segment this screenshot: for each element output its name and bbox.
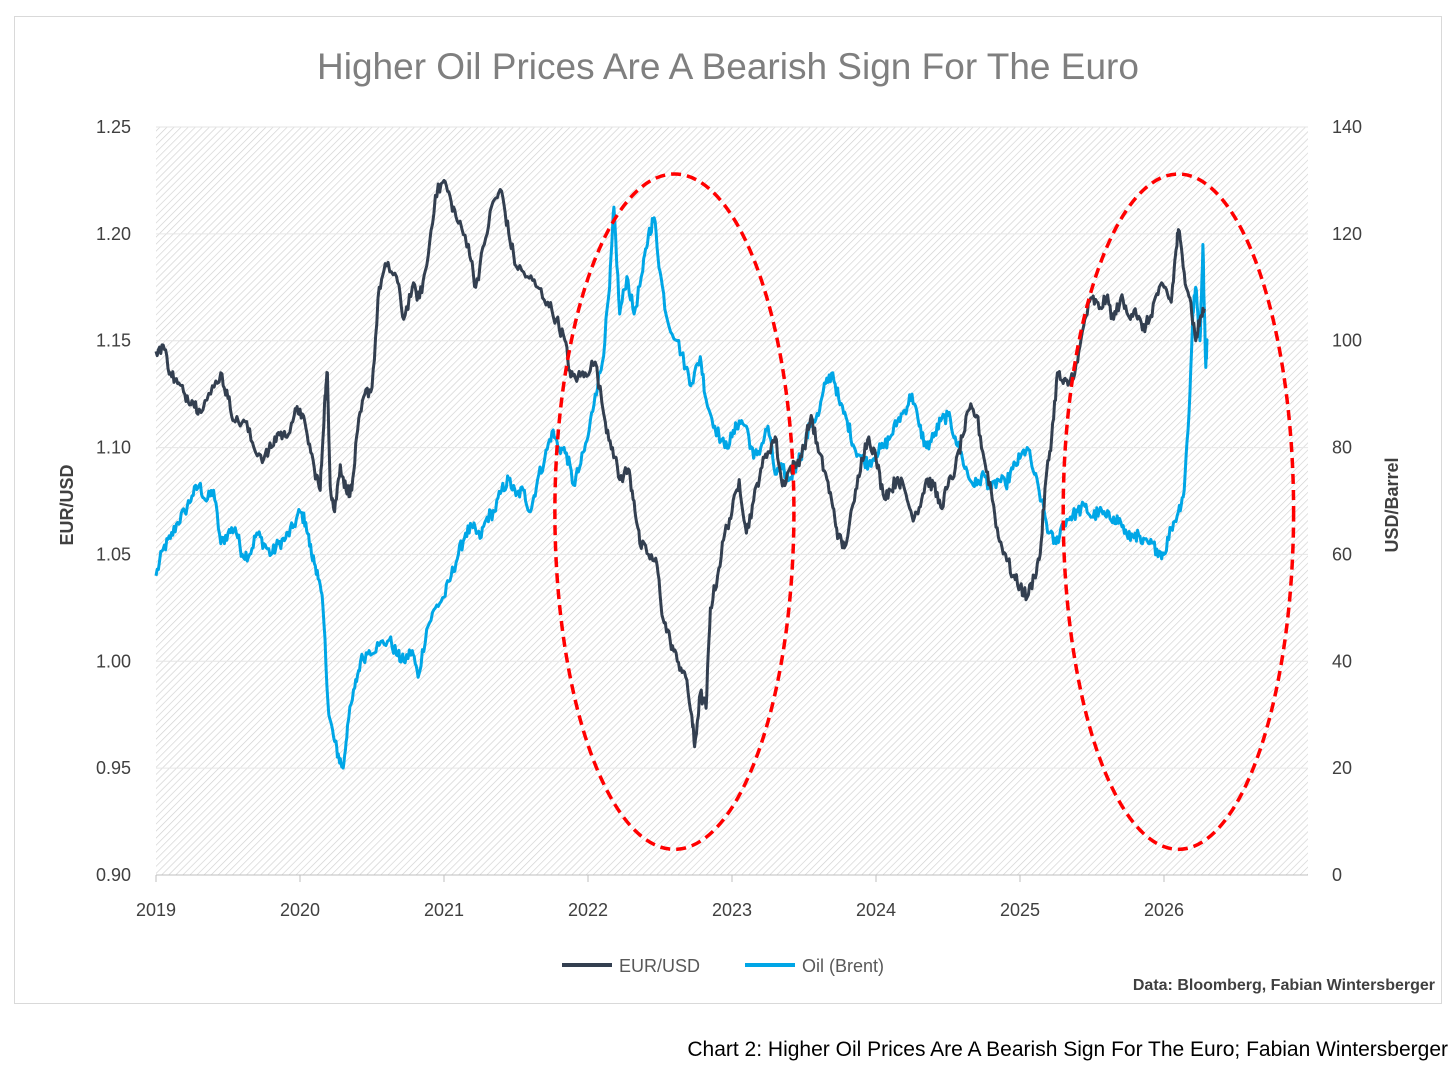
- data-source: Data: Bloomberg, Fabian Wintersberger: [1133, 977, 1435, 994]
- legend-label-oil: Oil (Brent): [802, 956, 884, 976]
- x-tick-label: 2021: [424, 900, 464, 920]
- y-right-tick-label: 120: [1332, 224, 1362, 244]
- y-right-tick-label: 140: [1332, 117, 1362, 137]
- chart-frame: Higher Oil Prices Are A Bearish Sign For…: [14, 16, 1442, 1004]
- y-right-tick-label: 20: [1332, 758, 1352, 778]
- x-tick-label: 2025: [1000, 900, 1040, 920]
- y-right-tick-label: 100: [1332, 331, 1362, 351]
- y-left-tick-label: 1.25: [96, 117, 131, 137]
- x-tick-label: 2026: [1144, 900, 1184, 920]
- y-right-tick-label: 80: [1332, 438, 1352, 458]
- y-left-tick-label: 0.95: [96, 758, 131, 778]
- y-right-tick-label: 0: [1332, 865, 1342, 885]
- x-tick-label: 2023: [712, 900, 752, 920]
- legend: EUR/USD Oil (Brent): [562, 956, 884, 976]
- series-line-oil: [154, 205, 1209, 770]
- figure-caption: Chart 2: Higher Oil Prices Are A Bearish…: [687, 1038, 1448, 1061]
- y-left-tick-label: 1.10: [96, 438, 131, 458]
- axis-ticks: 0.90 0.95 1.00 1.05 1.10 1.15 1.20 1.25 0 20 40 60 8…: [96, 117, 1362, 920]
- series-layer: [154, 178, 1209, 770]
- y-left-axis-label: EUR/USD: [57, 464, 77, 545]
- y-right-tick-label: 60: [1332, 544, 1352, 564]
- y-left-tick-label: 1.00: [96, 651, 131, 671]
- x-tick-label: 2024: [856, 900, 896, 920]
- highlight-ellipse-2: [1061, 172, 1296, 852]
- y-right-tick-label: 40: [1332, 651, 1352, 671]
- y-left-tick-label: 1.20: [96, 224, 131, 244]
- y-right-axis-label: USD/Barrel: [1382, 457, 1402, 552]
- y-left-tick-label: 1.05: [96, 544, 131, 564]
- chart-canvas: Higher Oil Prices Are A Bearish Sign For…: [57, 46, 1435, 994]
- series-line-eurusd: [154, 178, 1206, 749]
- x-tick-label: 2019: [136, 900, 176, 920]
- y-left-tick-label: 0.90: [96, 865, 131, 885]
- annotation-layer: [553, 172, 1296, 852]
- chart-title: Higher Oil Prices Are A Bearish Sign For…: [317, 46, 1139, 87]
- x-tick-label: 2020: [280, 900, 320, 920]
- x-tick-label: 2022: [568, 900, 608, 920]
- legend-label-eurusd: EUR/USD: [619, 956, 700, 976]
- highlight-ellipse-1: [553, 172, 796, 852]
- y-left-tick-label: 1.15: [96, 331, 131, 351]
